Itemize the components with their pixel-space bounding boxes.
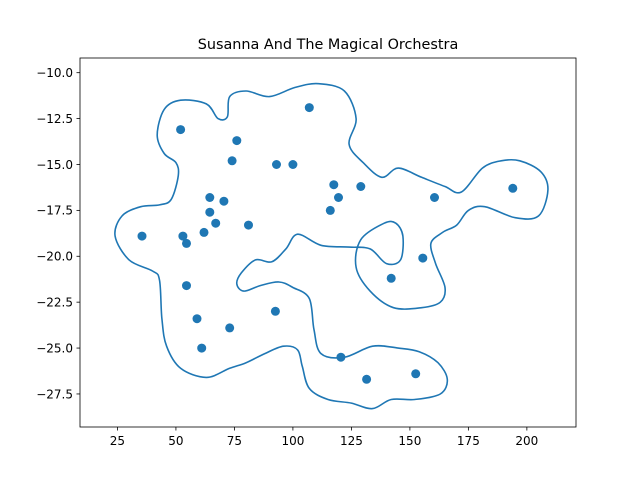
y-tick-label-0: −10.0 — [36, 66, 73, 80]
y-tick-label-1: −12.5 — [36, 112, 73, 126]
data-point-22 — [386, 273, 396, 283]
y-tick-label-5: −22.5 — [36, 295, 73, 309]
data-point-26 — [225, 323, 235, 333]
data-point-9 — [334, 193, 343, 202]
data-point-13 — [325, 205, 335, 215]
y-tick-label-6: −25.0 — [36, 341, 73, 355]
data-point-19 — [178, 231, 188, 241]
data-points — [137, 103, 518, 384]
x-tick-label-1: 50 — [168, 434, 183, 448]
chart-title: Susanna And The Magical Orchestra — [198, 37, 459, 53]
data-point-8 — [508, 183, 518, 193]
y-axis: −10.0 −12.5 −15.0 −17.5 −20.0 −22.5 −25.0 −27.5 — [36, 66, 80, 401]
data-point-17 — [199, 227, 209, 237]
data-point-11 — [205, 193, 215, 202]
x-axis: 25 50 75 100 125 150 175 200 — [110, 427, 538, 448]
x-tick-label-4: 125 — [340, 434, 363, 448]
x-tick-label-6: 175 — [457, 434, 480, 448]
data-point-23 — [182, 281, 191, 291]
data-point-20 — [182, 238, 191, 248]
data-point-7 — [356, 182, 366, 191]
data-point-28 — [336, 352, 346, 362]
data-point-21 — [418, 253, 428, 263]
data-point-29 — [411, 369, 421, 379]
data-point-15 — [211, 218, 221, 228]
data-point-25 — [192, 314, 202, 324]
plot-frame — [79, 57, 577, 428]
data-point-0 — [304, 103, 314, 113]
data-point-24 — [270, 306, 280, 316]
data-point-6 — [329, 180, 339, 190]
data-point-16 — [244, 220, 253, 230]
data-point-27 — [197, 343, 207, 353]
density-contour-0 — [114, 82, 549, 410]
data-point-3 — [227, 156, 237, 166]
y-tick-label-3: −17.5 — [36, 204, 73, 218]
y-tick-label-7: −27.5 — [36, 387, 73, 401]
data-point-2 — [232, 136, 242, 146]
y-tick-label-2: −15.0 — [36, 158, 73, 172]
data-point-4 — [272, 160, 281, 169]
density-contours — [114, 82, 549, 410]
data-point-18 — [137, 231, 147, 241]
data-point-12 — [219, 196, 229, 206]
data-point-14 — [205, 207, 215, 217]
x-tick-label-5: 150 — [398, 434, 421, 448]
x-tick-label-0: 25 — [110, 434, 125, 448]
data-point-10 — [430, 193, 439, 202]
y-tick-label-4: −20.0 — [36, 250, 73, 264]
x-tick-label-7: 200 — [515, 434, 538, 448]
data-point-30 — [362, 374, 372, 384]
data-point-5 — [288, 160, 298, 169]
x-tick-label-3: 100 — [281, 434, 304, 448]
data-point-1 — [176, 125, 186, 135]
x-tick-label-2: 75 — [227, 434, 242, 448]
